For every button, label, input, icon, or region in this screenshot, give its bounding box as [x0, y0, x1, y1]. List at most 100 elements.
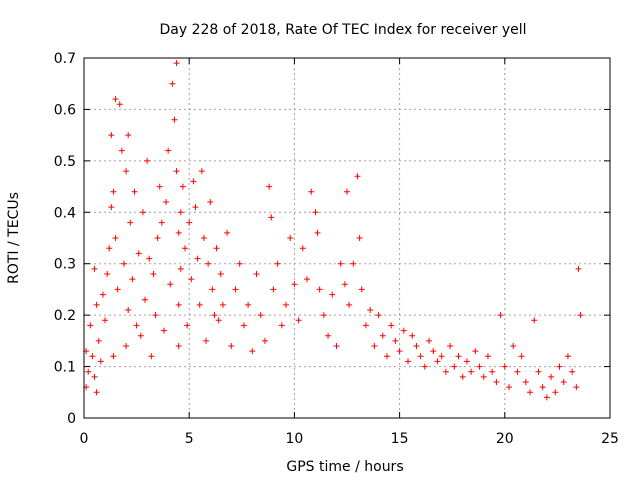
data-point — [543, 394, 550, 401]
axis-ticks — [83, 57, 611, 419]
data-point — [188, 276, 195, 283]
data-point — [160, 327, 167, 334]
data-point — [350, 260, 357, 267]
data-point — [518, 353, 525, 360]
y-tick-label: 0.4 — [54, 205, 76, 221]
data-point — [181, 245, 188, 252]
data-point — [110, 353, 117, 360]
data-point — [552, 389, 559, 396]
data-point — [177, 209, 184, 216]
data-point — [97, 358, 104, 365]
data-point — [205, 260, 212, 267]
data-point — [501, 363, 508, 370]
data-point — [139, 209, 146, 216]
data-point — [190, 178, 197, 185]
data-point — [152, 312, 159, 319]
x-axis-label: GPS time / hours — [286, 459, 403, 475]
data-point — [476, 363, 483, 370]
data-point — [337, 260, 344, 267]
data-point — [497, 312, 504, 319]
x-tick-label: 20 — [496, 431, 514, 447]
data-point — [480, 373, 487, 380]
data-point — [120, 260, 127, 267]
data-point — [434, 358, 441, 365]
data-point — [459, 373, 466, 380]
x-tick-label: 0 — [80, 431, 89, 447]
data-point — [278, 322, 285, 329]
data-point — [125, 132, 132, 139]
data-point — [167, 281, 174, 288]
data-point — [344, 188, 350, 195]
data-point — [200, 235, 207, 241]
data-point — [539, 384, 546, 391]
data-point — [409, 332, 416, 339]
data-point — [203, 337, 210, 344]
data-point — [299, 245, 306, 252]
data-point — [375, 312, 382, 319]
data-point — [114, 286, 121, 293]
data-point — [211, 312, 218, 319]
data-point — [106, 245, 113, 252]
data-point — [329, 291, 336, 298]
x-tick-label: 15 — [391, 431, 409, 447]
data-point — [131, 188, 138, 195]
data-point — [346, 301, 353, 308]
data-point — [129, 276, 136, 283]
data-point — [527, 389, 534, 396]
data-point — [104, 271, 111, 277]
data-point — [154, 235, 161, 241]
data-point — [569, 368, 576, 375]
data-point — [213, 245, 220, 252]
data-point — [177, 265, 184, 272]
data-point — [405, 358, 412, 365]
data-point — [219, 301, 226, 308]
data-point — [396, 348, 403, 355]
x-tick-label: 5 — [185, 431, 194, 447]
data-point — [316, 286, 323, 293]
data-point — [91, 265, 98, 272]
x-tick-label: 25 — [601, 431, 619, 447]
data-point — [156, 183, 163, 190]
data-point — [175, 301, 182, 308]
data-point — [564, 353, 571, 360]
data-point — [392, 337, 399, 344]
chart-title: Day 228 of 2018, Rate Of TEC Index for r… — [159, 22, 526, 38]
data-point — [413, 343, 420, 349]
data-point — [108, 132, 115, 139]
data-point — [123, 343, 130, 349]
data-point — [312, 209, 319, 216]
data-point — [99, 291, 106, 298]
data-point — [95, 337, 102, 344]
y-tick-label: 0.6 — [54, 102, 76, 118]
data-point — [421, 363, 428, 370]
plot-frame — [83, 57, 611, 419]
data-point — [87, 322, 94, 329]
data-point — [228, 343, 235, 349]
data-point — [217, 271, 224, 277]
data-point — [451, 363, 458, 370]
data-point — [150, 271, 157, 277]
data-point — [133, 322, 140, 329]
data-point — [112, 96, 119, 103]
data-point — [531, 317, 538, 324]
data-point — [320, 312, 327, 319]
data-point — [371, 343, 378, 349]
data-point — [472, 348, 479, 355]
data-point — [163, 199, 170, 205]
y-tick-labels: 0 0.1 0.2 0.3 0.4 0.5 0.6 0.7 — [54, 51, 76, 427]
y-axis-label: ROTI / TECUs — [6, 192, 22, 284]
data-point — [175, 343, 182, 349]
data-point — [91, 373, 98, 380]
data-point — [362, 322, 369, 329]
data-point — [287, 235, 294, 241]
data-point — [548, 373, 555, 380]
data-point — [224, 229, 231, 236]
data-point — [144, 157, 151, 164]
data-point — [240, 322, 247, 329]
data-point — [192, 204, 199, 211]
data-point — [291, 281, 298, 288]
data-point — [455, 353, 462, 360]
data-point — [447, 343, 454, 349]
data-point — [295, 317, 302, 324]
data-point — [142, 296, 149, 303]
